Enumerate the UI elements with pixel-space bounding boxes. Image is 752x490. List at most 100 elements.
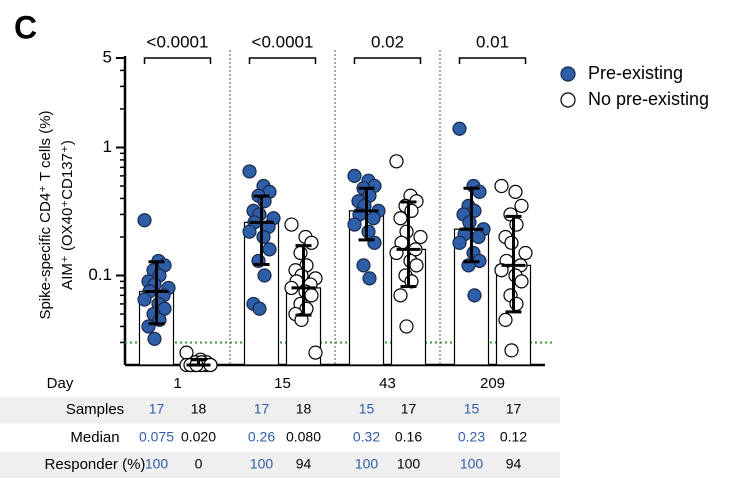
table-cell: 0.32	[353, 429, 380, 445]
significance-bracket	[458, 57, 527, 64]
table-cell: 0.080	[286, 429, 321, 445]
table-cell: 94	[296, 456, 312, 472]
data-point	[413, 229, 428, 245]
y-axis-label: Spike-specific CD4⁺ T cells (%)	[37, 110, 54, 319]
table-cell: 0	[195, 456, 203, 472]
legend-marker	[560, 66, 576, 82]
data-point	[504, 343, 519, 358]
p-value: <0.0001	[252, 32, 314, 51]
data-point	[498, 312, 513, 328]
table-cell: 17	[149, 401, 165, 417]
data-point	[393, 211, 408, 226]
y-axis-label: AIM⁺ (OX40⁺CD137⁺)	[59, 140, 76, 290]
data-point	[518, 245, 533, 261]
data-point	[462, 215, 477, 230]
data-point	[293, 245, 308, 261]
data-point	[137, 213, 152, 228]
table-cell: 100	[460, 456, 484, 472]
table-cell: 94	[506, 456, 522, 472]
x-tick-label: 1	[173, 375, 181, 392]
data-point	[514, 198, 529, 213]
data-point	[509, 217, 524, 232]
data-point	[409, 258, 424, 273]
data-point	[467, 288, 482, 303]
table-row-band	[0, 452, 560, 478]
table-cell: 18	[296, 401, 312, 417]
error-bar	[295, 244, 312, 317]
data-point	[494, 178, 509, 194]
data-point	[452, 121, 467, 136]
data-point	[509, 296, 524, 312]
data-point	[308, 345, 323, 360]
legend-label: No pre-existing	[588, 89, 709, 109]
data-point	[389, 154, 404, 169]
data-point	[367, 235, 382, 250]
data-point	[508, 184, 523, 199]
legend-marker	[560, 92, 576, 108]
table-cell: 100	[145, 456, 169, 472]
data-point	[399, 319, 414, 334]
table-cell: 18	[191, 401, 207, 417]
y-tick-label: 0.1	[88, 265, 112, 284]
table-cell: 0.12	[500, 429, 527, 445]
table-row-label: Samples	[66, 401, 124, 418]
error-bar	[463, 186, 480, 264]
table-row-label: Responder (%)	[45, 456, 146, 473]
table-cell: 17	[401, 401, 417, 417]
table-cell: 0.16	[395, 429, 422, 445]
error-bar	[358, 186, 375, 242]
legend-label: Pre-existing	[588, 63, 683, 83]
table-cell: 100	[397, 456, 421, 472]
table-cell: 15	[359, 401, 375, 417]
error-bar	[400, 200, 417, 289]
data-point	[514, 274, 529, 289]
data-point	[494, 263, 509, 278]
data-point	[257, 268, 272, 283]
data-point	[452, 235, 467, 250]
data-point	[304, 235, 319, 250]
table-cell: 0.075	[139, 429, 174, 445]
data-point	[471, 229, 486, 245]
data-point	[347, 217, 362, 232]
table-row-label: Median	[70, 429, 119, 446]
data-point	[256, 229, 271, 245]
x-tick-label: 15	[274, 375, 291, 392]
y-tick-label: 1	[103, 137, 112, 156]
table-cell: 100	[355, 456, 379, 472]
significance-bracket	[353, 57, 422, 64]
data-point	[147, 331, 162, 346]
table-cell: 0.23	[458, 429, 485, 445]
error-bar	[253, 194, 270, 266]
data-point	[504, 235, 519, 250]
significance-bracket	[143, 57, 212, 64]
data-point	[347, 168, 362, 183]
p-value: 0.01	[476, 32, 509, 51]
y-tick-label: 5	[103, 47, 112, 66]
data-point	[242, 164, 257, 179]
data-point	[362, 271, 377, 286]
data-point	[356, 258, 371, 273]
significance-bracket	[248, 57, 317, 64]
data-point	[252, 301, 267, 316]
table-cell: 0.020	[181, 429, 216, 445]
p-value: <0.0001	[147, 32, 209, 51]
data-point	[393, 288, 408, 303]
x-tick-label: 209	[480, 375, 505, 392]
data-point	[284, 217, 299, 232]
table-row-band	[0, 397, 560, 423]
data-point	[304, 288, 319, 303]
panel-label: C	[14, 9, 37, 45]
x-axis-label: Day	[47, 375, 74, 392]
x-tick-label: 43	[379, 375, 396, 392]
table-cell: 0.26	[248, 429, 275, 445]
data-point	[141, 319, 156, 334]
data-point	[242, 224, 257, 239]
table-cell: 15	[464, 401, 480, 417]
data-point	[366, 211, 381, 226]
table-cell: 17	[506, 401, 522, 417]
data-point	[137, 292, 152, 307]
table-cell: 17	[254, 401, 270, 417]
table-cell: 100	[250, 456, 274, 472]
data-point	[262, 242, 277, 257]
